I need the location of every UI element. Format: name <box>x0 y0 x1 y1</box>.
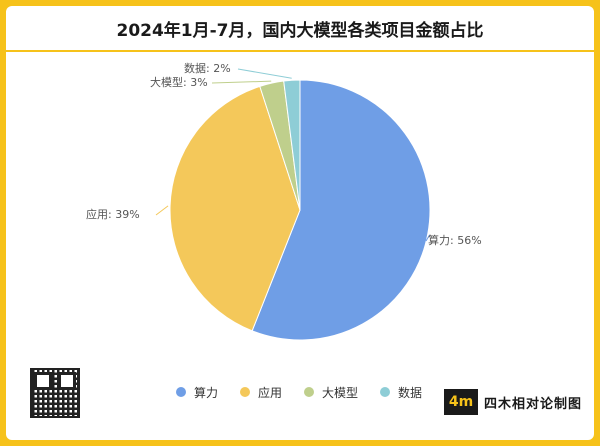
slice-application <box>169 85 301 332</box>
data-label: 大模型: 3% <box>150 75 208 89</box>
title-divider <box>6 50 594 52</box>
chart-title: 2024年1月-7月，国内大模型各类项目金额占比 <box>116 20 484 41</box>
legend-swatch <box>176 387 186 397</box>
brand-name: 四木相对论制图 <box>484 396 583 412</box>
legend-item-large-model: 大模型 <box>304 384 358 401</box>
brand-watermark: 4m 四木相对论制图 <box>444 389 582 415</box>
legend-swatch <box>304 387 315 397</box>
pie-slices <box>169 79 431 341</box>
slice-data <box>283 79 301 211</box>
data-label: 算力: 56% <box>428 233 482 247</box>
legend-swatch <box>240 387 251 397</box>
legend-label: 数据 <box>398 385 423 400</box>
data-label: 应用: 39% <box>86 207 140 221</box>
slice-compute <box>251 79 431 341</box>
qr-code-image <box>30 368 80 418</box>
leader-lines <box>155 68 431 242</box>
leader-line <box>155 205 169 216</box>
pie-chart: 算力: 56% 应用: 39% 大模型: 3%数据: 2% <box>86 61 482 341</box>
chart-card: 2024年1月-7月，国内大模型各类项目金额占比 算力: 56% 应用: 39% 大… <box>6 6 594 440</box>
data-labels: 算力: 56% 应用: 39% 大模型: 3%数据: 2% <box>86 61 482 247</box>
leader-line <box>425 234 431 242</box>
legend-label: 算力 <box>194 385 219 400</box>
legend-item-application: 应用 <box>240 384 282 401</box>
legend-item-compute: 算力 <box>176 384 218 401</box>
leader-line <box>211 80 272 84</box>
brand-logo: 4m <box>444 389 478 415</box>
data-label: 数据: 2% <box>184 61 231 75</box>
legend: 算力 应用 大模型 数据 <box>176 384 456 400</box>
legend-swatch <box>380 387 391 397</box>
legend-label: 应用 <box>258 385 283 400</box>
legend-label: 大模型 <box>322 385 359 400</box>
leader-line <box>237 68 292 79</box>
legend-item-data: 数据 <box>380 384 422 401</box>
